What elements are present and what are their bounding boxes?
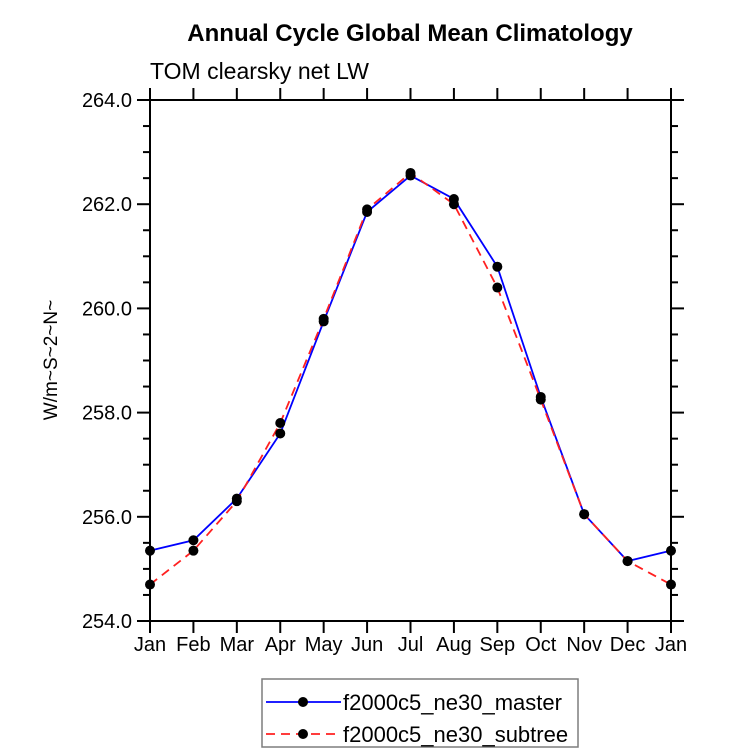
x-tick-label: Aug bbox=[436, 634, 472, 656]
data-point-marker bbox=[666, 579, 676, 590]
x-tick-label: Mar bbox=[220, 634, 255, 656]
data-point-marker bbox=[145, 545, 155, 556]
data-point-marker bbox=[622, 556, 633, 567]
data-point-marker bbox=[188, 545, 199, 556]
data-point-marker bbox=[231, 496, 242, 507]
legend: f2000c5_ne30_master f2000c5_ne30_subtree bbox=[261, 678, 579, 748]
data-point-marker bbox=[275, 428, 286, 439]
x-tick-label: Jan bbox=[655, 634, 687, 656]
chart-title: Annual Cycle Global Mean Climatology bbox=[187, 20, 633, 47]
x-tick-labels: Jan Feb Mar Apr May Jun Jul Aug Sep Oct Nov Dec Jan bbox=[134, 634, 687, 656]
y-tick-label: 254.0 bbox=[82, 611, 132, 633]
data-point-marker bbox=[405, 167, 416, 178]
data-point-marker bbox=[535, 394, 546, 405]
legend-swatch-marker bbox=[298, 729, 308, 739]
legend-swatch-marker bbox=[298, 697, 308, 707]
data-point-marker bbox=[448, 199, 459, 210]
y-tick-labels: 254.0 256.0 258.0 260.0 262.0 264.0 bbox=[82, 90, 132, 633]
data-point-marker bbox=[145, 579, 155, 590]
x-tick-label: Jun bbox=[351, 634, 383, 656]
legend-label-master: f2000c5_ne30_master bbox=[343, 690, 562, 715]
data-point-marker bbox=[362, 204, 373, 215]
x-tick-label: Oct bbox=[525, 634, 557, 656]
axis-ticks bbox=[137, 88, 684, 633]
x-tick-label: Jan bbox=[134, 634, 166, 656]
x-tick-label: Sep bbox=[480, 634, 516, 656]
legend-label-subtree: f2000c5_ne30_subtree bbox=[343, 722, 568, 747]
data-point-marker bbox=[666, 545, 676, 556]
data-point-marker bbox=[492, 261, 503, 272]
data-point-marker bbox=[318, 313, 329, 324]
x-tick-label: Apr bbox=[265, 634, 296, 656]
y-tick-label: 264.0 bbox=[82, 90, 132, 112]
data-point-marker bbox=[188, 535, 199, 546]
chart-subtitle: TOM clearsky net LW bbox=[150, 58, 369, 84]
x-tick-label: May bbox=[305, 634, 343, 656]
legend-box bbox=[261, 678, 579, 748]
data-point-marker bbox=[492, 282, 503, 293]
y-tick-label: 262.0 bbox=[82, 194, 132, 216]
series-line-0 bbox=[149, 174, 672, 563]
x-tick-label: Jul bbox=[398, 634, 424, 656]
y-tick-label: 260.0 bbox=[82, 298, 132, 320]
data-point-marker bbox=[579, 509, 590, 520]
x-tick-label: Nov bbox=[566, 634, 602, 656]
x-tick-label: Dec bbox=[610, 634, 646, 656]
y-axis-label: W/m~S~2~N~ bbox=[41, 300, 62, 420]
x-tick-label: Feb bbox=[176, 634, 210, 656]
series-lines bbox=[149, 171, 672, 586]
data-markers bbox=[145, 167, 676, 590]
plot-frame bbox=[149, 99, 672, 622]
y-tick-label: 256.0 bbox=[82, 507, 132, 529]
legend-swatches bbox=[266, 697, 341, 739]
data-point-marker bbox=[275, 418, 286, 429]
y-tick-label: 258.0 bbox=[82, 403, 132, 425]
